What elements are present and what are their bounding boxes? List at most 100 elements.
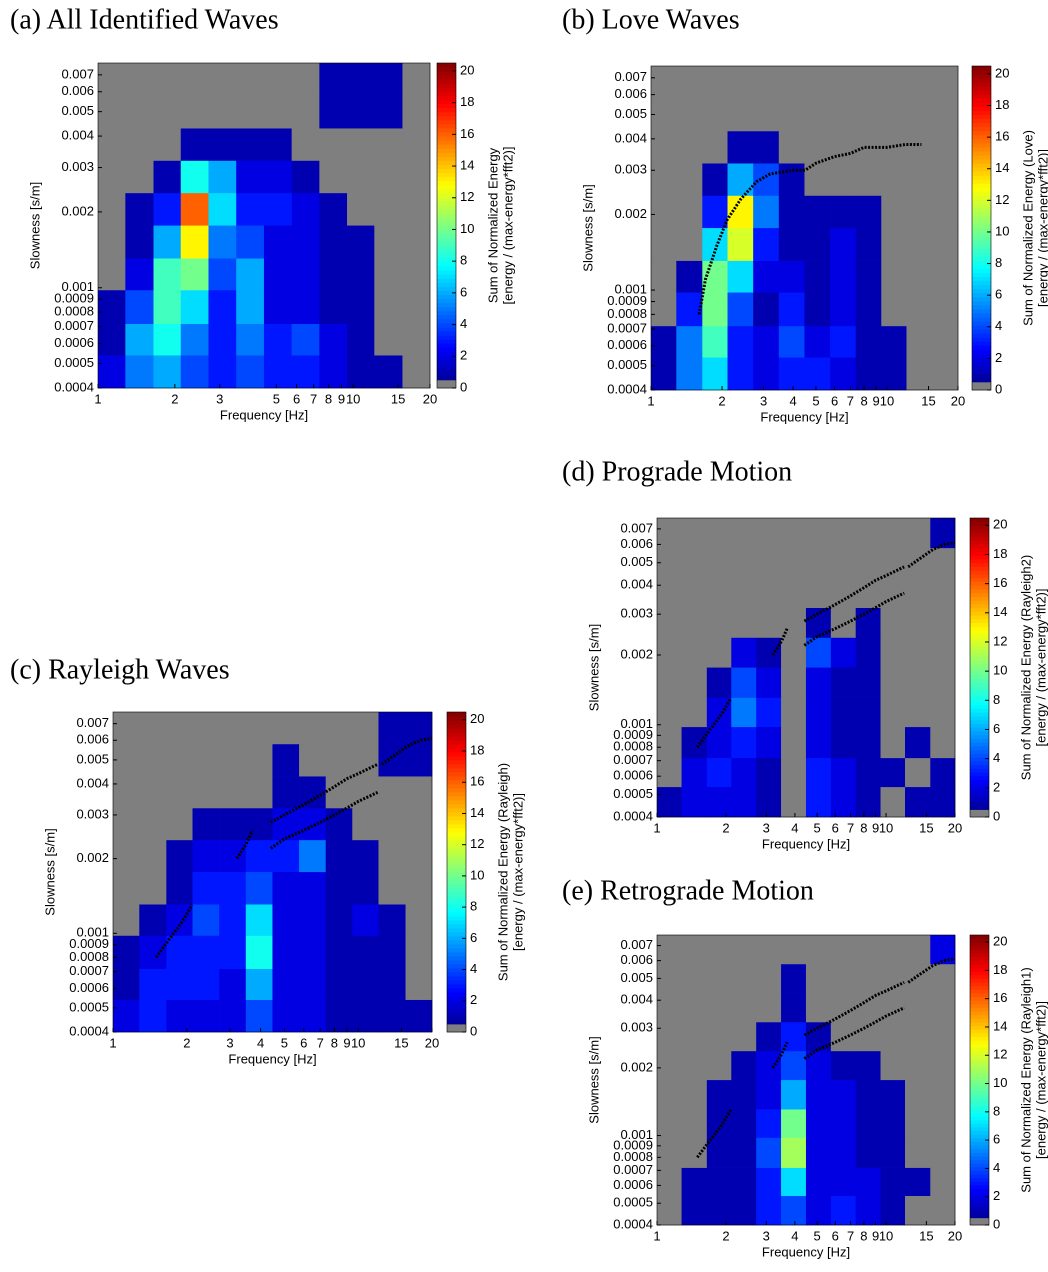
heat-cell [263,192,292,226]
colorbar-segment [972,159,991,164]
colorbar-segment [972,264,991,269]
colorbar-segment [970,989,989,994]
heat-cell [830,697,856,728]
colorbar-tick-label: 20 [993,517,1007,532]
heat-cell [855,518,881,549]
heat-cell [192,904,220,936]
colorbar-segment [437,164,456,170]
colorbar-segment [437,335,456,340]
colorbar-segment [447,928,466,933]
colorbar-segment [970,1181,989,1186]
colorbar-tick-label: 18 [470,742,484,757]
colorbar-segment [970,802,989,807]
heat-cell [753,195,780,229]
colorbar-segment [970,978,989,983]
colorbar-tick-label: 12 [470,836,484,851]
colorbar-segment [447,736,466,741]
heat-cell [352,712,379,745]
heat-cell [756,667,782,698]
heat-cell [855,292,882,327]
colorbar-tick-label: 18 [993,962,1007,977]
colorbar-segment [972,353,991,358]
heat-cell [905,757,931,788]
heat-cell [139,807,167,841]
colorbar-segment [972,167,991,172]
colorbar-tick-label: 16 [993,575,1007,590]
heat-cell [830,518,856,549]
colorbar-segment [437,274,456,279]
heat-cell [208,323,237,356]
heat-cell [880,697,906,728]
dispersion-curve [907,957,956,984]
heat-cell [325,968,353,1000]
colorbar-segment [437,359,456,365]
colorbar-segment [972,134,991,140]
colorbar-segment [972,369,991,375]
heat-cell [781,1079,807,1110]
heat-cell [352,999,379,1033]
heat-cell [166,712,193,745]
heat-cell [299,968,326,1000]
heat-cell [681,697,708,728]
heat-cell [880,1109,906,1138]
colorbar-segment [970,745,989,751]
heat-cell [236,192,265,226]
heat-cell [706,667,732,698]
heat-cell [219,871,247,905]
y-tick-label: 0.0008 [607,306,647,321]
heat-cell [347,258,375,291]
y-tick-label: 0.003 [76,806,109,821]
colorbar-segment [972,94,991,99]
colorbar-segment [437,379,456,385]
heat-cell [291,323,320,356]
colorbar-segment [970,1025,989,1030]
y-tick-label: 0.004 [614,130,647,145]
heat-cell [781,637,807,668]
heat-cell [804,357,831,391]
x-axis-label: Frequency [Hz] [220,407,308,422]
colorbar-tick-label: 12 [995,192,1009,207]
heat-cell [378,968,406,1000]
dispersion-curve [771,1041,789,1069]
plot-frame [656,517,956,818]
y-tick-label: 0.003 [614,162,647,177]
heat-cell [781,547,807,579]
heat-cell [651,260,677,293]
colorbar-segment [447,1020,466,1025]
heat-cell [881,227,907,261]
colorbar-segment [970,555,989,560]
colorbar-segment [447,984,466,989]
heat-cell [930,1079,956,1110]
colorbar-segment [970,712,989,717]
x-tick-label: 10 [351,1035,365,1050]
heat-cell [830,935,856,965]
heat-cell [125,192,154,226]
colorbar-label: [energy / (max-energy*fft2)] [1033,1001,1048,1159]
heat-cell [930,726,956,759]
colorbar-segment [970,787,989,792]
heat-cell [113,999,140,1033]
heat-cell [778,325,805,358]
colorbar-segment [970,1018,989,1023]
colorbar-frame [969,934,990,1226]
heat-cell [113,839,140,873]
colorbar-segment [970,775,989,781]
heat-cell [374,323,403,356]
colorbar-segment [972,284,991,290]
heat-cell [706,726,732,759]
colorbar-segment [970,1000,989,1005]
heat-cell [192,935,220,969]
x-tick-label: 3 [760,393,767,408]
x-tick-label: 4 [789,393,796,408]
y-tick-label: 0.0009 [613,727,653,742]
heat-cell [219,776,247,809]
colorbar-segment [447,744,466,749]
colorbar-segment [972,126,991,132]
heat-cell [325,807,353,841]
heat-cell [731,786,757,818]
heat-cell [374,95,403,129]
colorbar-segment [970,945,989,950]
colorbar-segment [972,313,991,318]
